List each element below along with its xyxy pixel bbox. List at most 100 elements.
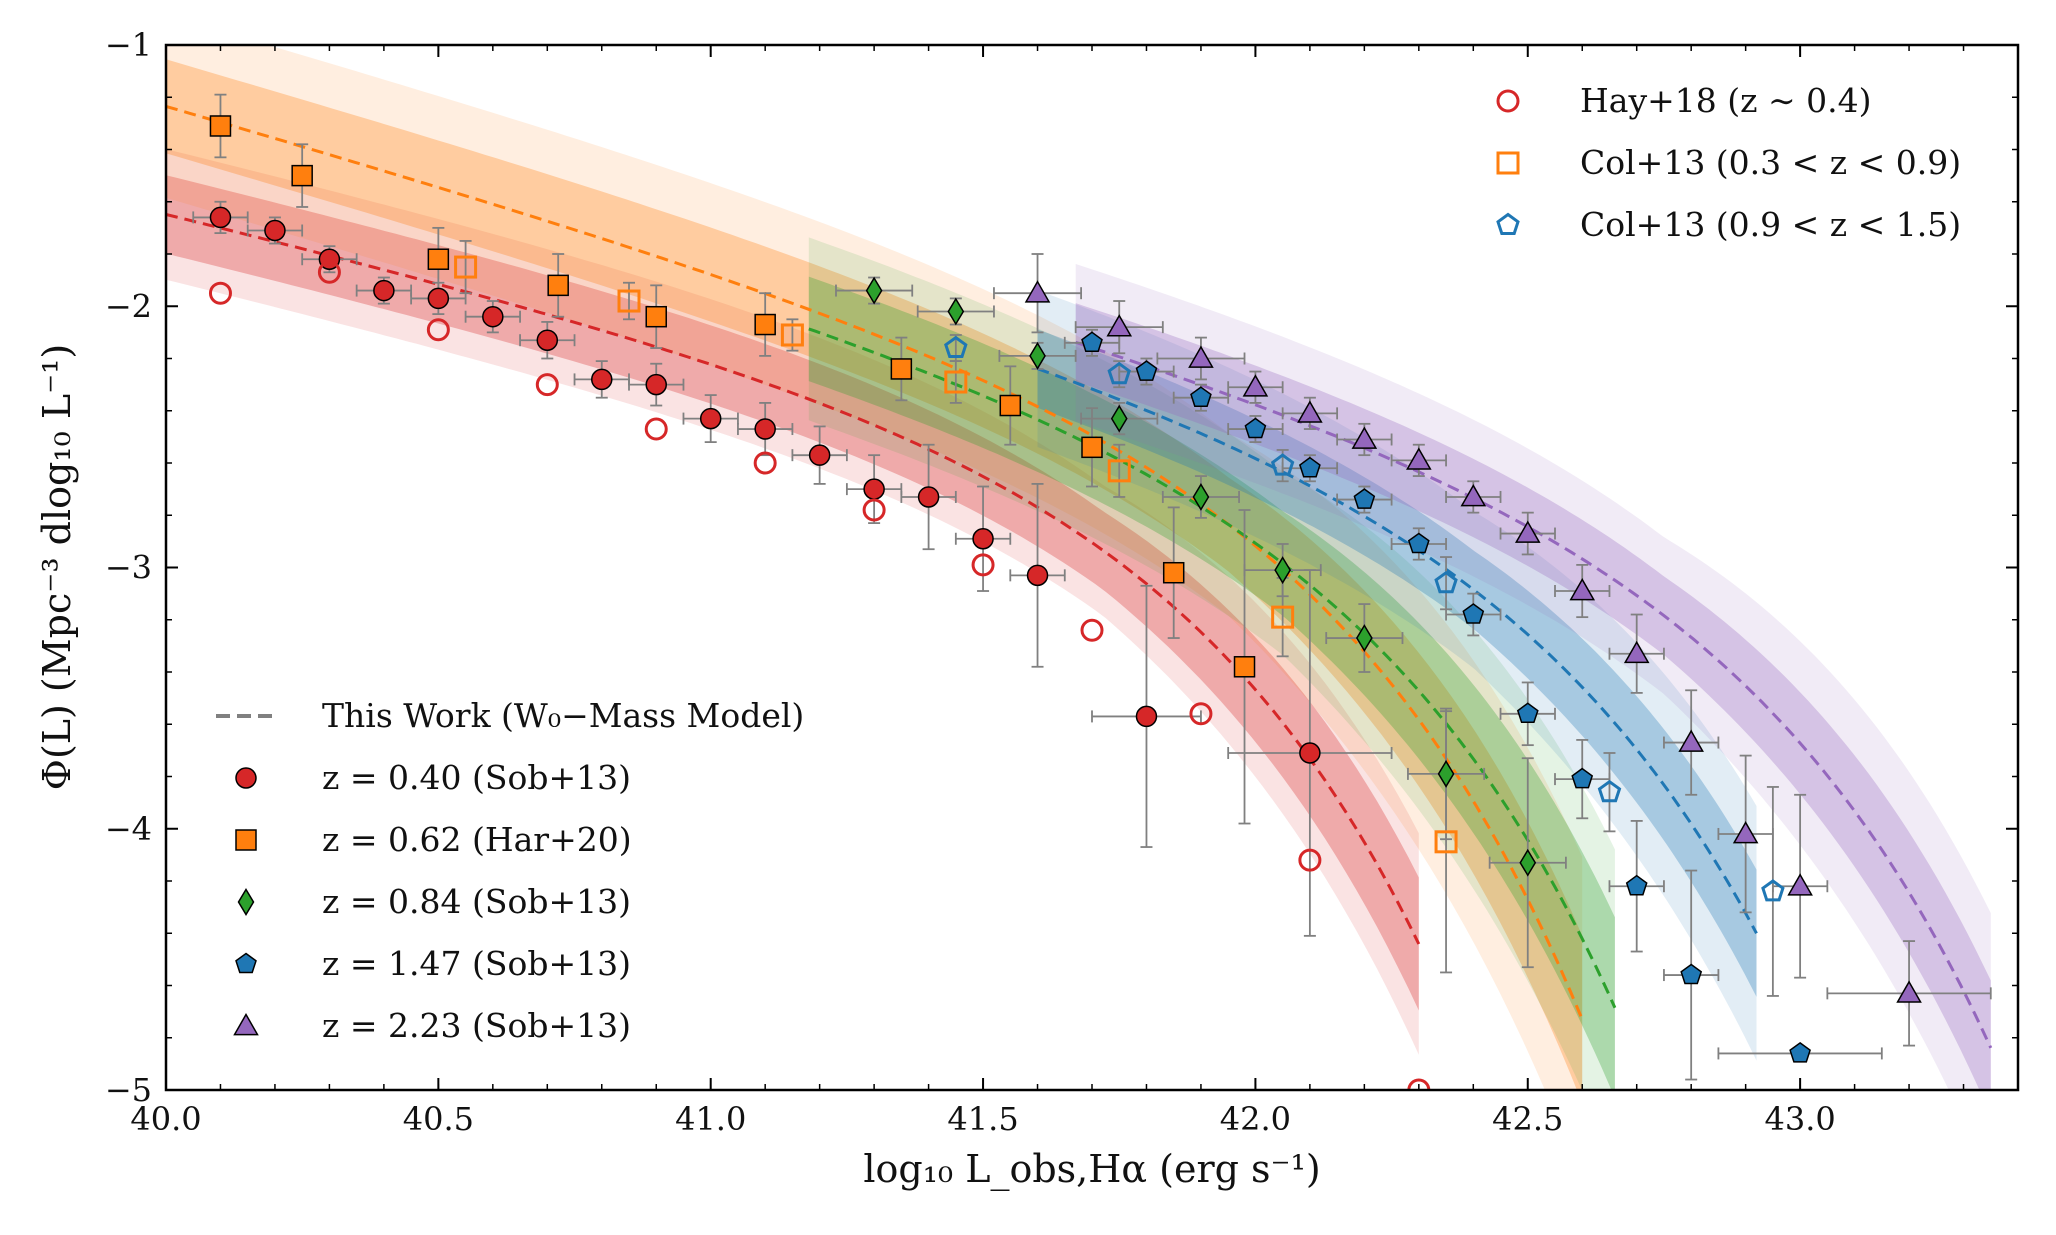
data-point bbox=[291, 164, 313, 187]
data-point bbox=[1081, 331, 1103, 353]
data-point bbox=[536, 329, 559, 351]
data-point bbox=[1107, 361, 1131, 385]
data-point bbox=[645, 373, 667, 396]
legend-label: This Work (W₀−Mass Model) bbox=[322, 696, 804, 735]
legend-marker bbox=[235, 829, 257, 851]
model-band-inner bbox=[166, 59, 1583, 1090]
x-tick-label: 42.0 bbox=[1220, 1100, 1291, 1138]
data-point bbox=[1135, 360, 1158, 381]
data-point bbox=[1189, 702, 1213, 726]
data-point bbox=[1107, 459, 1131, 483]
data-point bbox=[890, 358, 913, 380]
x-tick-label: 41.5 bbox=[947, 1100, 1018, 1138]
data-point bbox=[1299, 456, 1321, 478]
data-point bbox=[264, 219, 286, 242]
legend-marker bbox=[237, 888, 255, 916]
data-point bbox=[645, 305, 667, 328]
data-point bbox=[617, 289, 641, 313]
data-point bbox=[547, 274, 569, 297]
data-point bbox=[1462, 603, 1485, 624]
data-point bbox=[1106, 314, 1133, 337]
data-point bbox=[317, 260, 341, 284]
data-point bbox=[1569, 578, 1596, 601]
legend-label: Hay+18 (z ∼ 0.4) bbox=[1580, 81, 1871, 120]
data-point bbox=[754, 313, 776, 336]
model-band-inner bbox=[166, 175, 1419, 1011]
legend-marker bbox=[1496, 89, 1520, 113]
x-tick-label: 40.5 bbox=[403, 1100, 474, 1138]
legend-marker bbox=[235, 952, 257, 974]
legend-label: z = 2.23 (Sob+13) bbox=[322, 1006, 631, 1045]
data-point bbox=[1297, 400, 1323, 423]
y-tick-label: −5 bbox=[105, 1071, 152, 1109]
y-axis-label: Φ(L) (Mpc⁻³ dlog₁₀ L⁻¹) bbox=[35, 344, 79, 790]
data-point bbox=[1678, 729, 1704, 752]
data-point bbox=[971, 553, 995, 577]
data-point bbox=[427, 287, 450, 310]
data-point bbox=[1190, 386, 1212, 407]
data-point bbox=[780, 323, 804, 347]
data-point bbox=[972, 528, 994, 550]
data-point bbox=[753, 451, 777, 475]
legend-marker bbox=[1496, 212, 1520, 235]
legend-upper-right: Hay+18 (z ∼ 0.4) Col+13 (0.3 < z < 0.9) Co… bbox=[1496, 81, 1961, 244]
data-point bbox=[862, 498, 886, 522]
data-point bbox=[1080, 618, 1104, 642]
data-point bbox=[427, 248, 450, 270]
data-point bbox=[1233, 656, 1256, 678]
data-point bbox=[1896, 980, 1922, 1003]
legend-label: z = 1.47 (Sob+13) bbox=[322, 944, 631, 983]
y-tick-label: −3 bbox=[105, 549, 152, 587]
data-point bbox=[947, 297, 965, 326]
model-band-outer bbox=[166, 45, 1583, 1090]
data-point bbox=[209, 206, 232, 229]
legend-label: Col+13 (0.9 < z < 1.5) bbox=[1580, 205, 1961, 244]
data-point bbox=[1460, 483, 1487, 507]
data-point bbox=[1244, 417, 1267, 439]
data-point bbox=[1270, 453, 1295, 476]
data-point bbox=[1434, 830, 1458, 854]
data-point bbox=[426, 318, 450, 342]
data-point bbox=[482, 305, 504, 328]
data-point bbox=[1162, 561, 1185, 584]
data-point bbox=[209, 115, 232, 137]
legend-label: z = 0.62 (Har+20) bbox=[322, 820, 632, 859]
x-tick-label: 42.5 bbox=[1492, 1100, 1563, 1138]
data-point bbox=[1192, 483, 1210, 511]
model-line bbox=[166, 212, 1421, 945]
data-point bbox=[1135, 705, 1158, 728]
data-point bbox=[944, 335, 968, 358]
data-point bbox=[1081, 436, 1103, 459]
data-point bbox=[1732, 820, 1759, 844]
data-point bbox=[1298, 848, 1322, 872]
data-point bbox=[1597, 779, 1622, 803]
legend-label: Col+13 (0.3 < z < 0.9) bbox=[1580, 143, 1961, 182]
data-point bbox=[1437, 759, 1455, 788]
y-tick-label: −1 bbox=[105, 26, 152, 64]
legend-lower-left: This Work (W₀−Mass Model) z = 0.40 (Sob+1… bbox=[216, 696, 804, 1045]
data-point bbox=[808, 444, 831, 466]
data-point bbox=[1271, 605, 1295, 629]
data-point bbox=[535, 373, 559, 397]
model-line bbox=[808, 327, 1617, 1009]
model-band-outer bbox=[808, 237, 1615, 1090]
data-point bbox=[1353, 488, 1376, 509]
data-point bbox=[699, 407, 722, 430]
data-point bbox=[1571, 767, 1594, 789]
data-point bbox=[917, 486, 940, 508]
y-tick-label: −4 bbox=[105, 810, 152, 848]
data-point bbox=[1516, 702, 1539, 724]
data-point bbox=[1623, 640, 1650, 664]
x-tick-label: 41.0 bbox=[675, 1100, 746, 1138]
axis-ticks: 40.0 40.5 41.0 41.5 42.0 42.5 43.0 −5 −4 −3 −2 −1 bbox=[105, 26, 2019, 1138]
data-point bbox=[1029, 341, 1046, 370]
data-point bbox=[1787, 873, 1813, 896]
x-tick-label: 43.0 bbox=[1764, 1100, 1835, 1138]
data-point bbox=[1024, 280, 1051, 303]
data-point bbox=[1407, 1078, 1431, 1090]
data-point bbox=[1789, 1041, 1811, 1063]
data-point bbox=[1406, 447, 1432, 470]
data-point bbox=[1407, 532, 1430, 554]
data-point bbox=[944, 370, 968, 394]
